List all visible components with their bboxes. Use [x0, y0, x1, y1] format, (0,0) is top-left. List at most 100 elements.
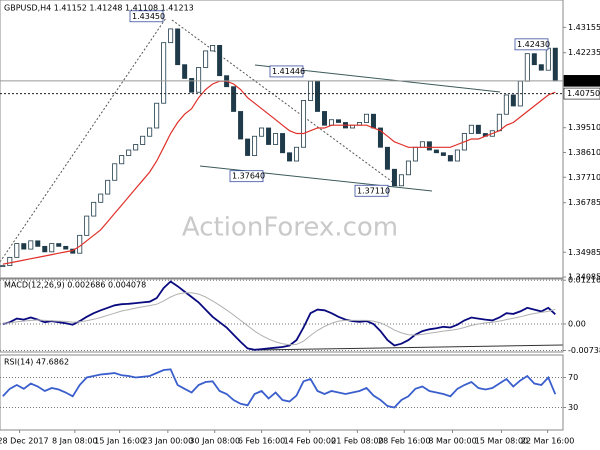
- candle: [287, 152, 293, 162]
- candle: [391, 168, 397, 187]
- annotation-box: [354, 184, 389, 197]
- candle: [315, 80, 321, 112]
- price-tag-label: 1.41213: [567, 76, 600, 85]
- line: [2, 80, 556, 265]
- candle: [552, 47, 558, 82]
- candle: [98, 193, 104, 203]
- x-tick-label: 15 Jan 16:00: [94, 437, 145, 446]
- trend-line: [254, 344, 564, 351]
- line: [2, 368, 557, 409]
- trend-line: [171, 19, 399, 187]
- y-tick-label: 30: [568, 403, 578, 412]
- annotation-label: 1.43450: [132, 12, 165, 21]
- panel-frame: [0, 278, 564, 353]
- candle: [63, 245, 69, 250]
- y-tick-label: 1.36785: [568, 198, 600, 207]
- y-tick-label: 1.39510: [568, 123, 600, 132]
- y-tick-label: 1.38610: [568, 148, 600, 157]
- candle: [447, 155, 453, 162]
- candle: [329, 119, 335, 126]
- macd-title: MACD(12,26,9) 0.002686 0.004078: [4, 281, 146, 290]
- candle: [545, 47, 551, 71]
- line: [2, 292, 556, 346]
- candle: [370, 113, 376, 129]
- x-tick-label: 22 Mar 16:00: [521, 437, 574, 446]
- y-tick-label: -0.007384: [568, 346, 600, 355]
- candle: [503, 94, 509, 115]
- x-tick-label: 28 Dec 2017: [0, 437, 49, 446]
- candle: [280, 133, 286, 154]
- candle: [231, 86, 237, 112]
- candle: [0, 265, 6, 268]
- trend-line: [199, 165, 433, 192]
- candle: [273, 133, 279, 145]
- candle: [405, 160, 411, 176]
- candle: [14, 243, 20, 258]
- candle: [147, 127, 153, 137]
- y-tick-label: 0.00: [568, 319, 586, 328]
- candle: [42, 245, 48, 253]
- candle: [91, 201, 97, 217]
- annotation-label: 1.37110: [357, 186, 390, 195]
- candle: [238, 111, 244, 140]
- candle: [35, 240, 41, 247]
- x-tick-label: 6 Feb 16:00: [238, 437, 285, 446]
- candle: [168, 28, 174, 44]
- candle: [245, 138, 251, 156]
- price-tag: [563, 75, 600, 87]
- x-tick-label: 8 Mar 00:00: [428, 437, 476, 446]
- candle: [419, 141, 425, 148]
- candle: [496, 113, 502, 132]
- candle: [112, 163, 118, 181]
- candle: [105, 179, 111, 195]
- candle: [77, 234, 83, 254]
- candle: [538, 64, 544, 71]
- x-tick-label: 23 Jan 00:00: [143, 437, 194, 446]
- chart-title: GBPUSD,H4 1.41152 1.41248 1.41108 1.4121…: [4, 4, 194, 13]
- candle: [21, 243, 27, 250]
- candle: [524, 53, 530, 82]
- panel-frame: [0, 0, 564, 279]
- candle: [412, 146, 418, 162]
- y-tick-label: 1.43155: [568, 23, 600, 32]
- x-tick-label: 21 Feb 08:00: [331, 437, 383, 446]
- watermark: ActionForex.com: [182, 213, 398, 243]
- candle: [217, 45, 223, 77]
- candle: [336, 119, 341, 123]
- price-tag-label: 1.40750: [567, 89, 600, 98]
- candle: [56, 243, 62, 247]
- candle: [252, 135, 258, 156]
- candle: [454, 149, 460, 162]
- candle: [196, 67, 202, 93]
- trend-line: [0, 17, 167, 263]
- candle: [363, 113, 369, 123]
- candle: [433, 149, 439, 154]
- candle: [133, 144, 139, 151]
- line: [2, 280, 556, 351]
- price-tag: [563, 87, 600, 100]
- candle: [119, 155, 125, 165]
- rsi-title: RSI(14) 47.6862: [4, 358, 69, 367]
- x-tick-label: 28 Feb 16:00: [378, 437, 430, 446]
- y-tick-label: 1.42235: [568, 48, 600, 57]
- y-tick-label: 1.34085: [568, 273, 600, 282]
- candle: [322, 111, 328, 126]
- annotation-label: 1.41446: [272, 67, 305, 76]
- candle: [189, 78, 195, 93]
- x-tick-label: 15 Mar 08:00: [475, 437, 528, 446]
- x-tick-label: 8 Jan 08:00: [52, 437, 98, 446]
- candle: [266, 127, 272, 145]
- y-tick-label: 1.34985: [568, 248, 600, 257]
- panel-frame: [0, 354, 564, 431]
- candle: [7, 256, 13, 267]
- candle: [259, 127, 265, 137]
- candle: [308, 80, 314, 101]
- candle: [377, 127, 383, 148]
- y-tick-label: 70: [568, 373, 578, 382]
- candle: [84, 215, 90, 236]
- candle: [175, 28, 181, 66]
- candle: [203, 50, 209, 68]
- candle: [426, 141, 432, 151]
